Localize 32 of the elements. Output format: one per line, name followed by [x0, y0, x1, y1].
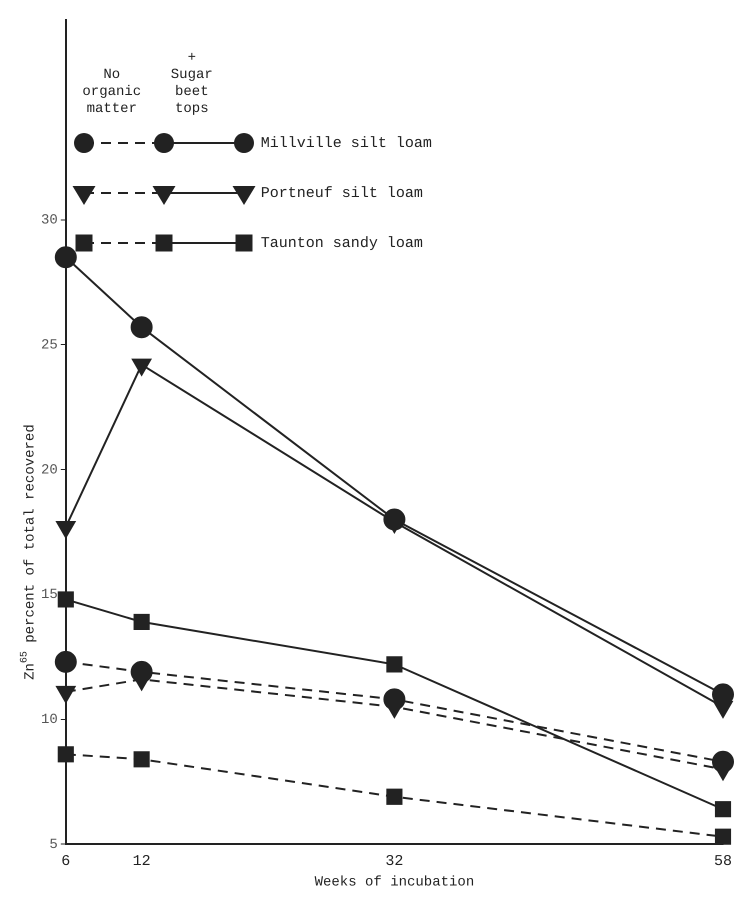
point — [134, 751, 150, 768]
x-tick-label: 58 — [714, 853, 732, 870]
y-tick-label: 10 — [40, 712, 58, 728]
point — [714, 801, 732, 818]
annotation: + Sugar beet tops — [170, 50, 214, 118]
point — [54, 650, 77, 673]
x-tick-label: 32 — [385, 853, 404, 870]
y-tick-label: 25 — [40, 337, 58, 354]
point — [386, 656, 402, 672]
y-tick-label: 20 — [40, 462, 58, 478]
y-tick-label: 30 — [40, 212, 58, 229]
point — [130, 316, 153, 338]
point — [712, 750, 734, 773]
point — [383, 688, 406, 710]
y-tick-label: 15 — [40, 587, 58, 604]
point — [386, 788, 402, 805]
x-axis-title: Weeks of incubation — [314, 874, 474, 890]
annotation: No organic matter — [81, 67, 142, 118]
point — [714, 828, 732, 845]
legend-label: Taunton sandy loam — [260, 234, 423, 252]
point — [54, 246, 77, 268]
x-tick-label: 6 — [61, 853, 70, 870]
legend-label: Portneuf silt loam — [260, 184, 423, 202]
y-axis-title: Zn65 percent of total recovered — [20, 424, 39, 680]
legend-label: Millville silt loam — [260, 134, 432, 152]
point — [130, 660, 153, 683]
x-tick-label: 12 — [132, 853, 151, 870]
point — [383, 508, 406, 531]
point — [58, 746, 74, 762]
point — [134, 614, 150, 630]
y-tick-label: 5 — [49, 836, 58, 853]
point — [58, 591, 74, 608]
